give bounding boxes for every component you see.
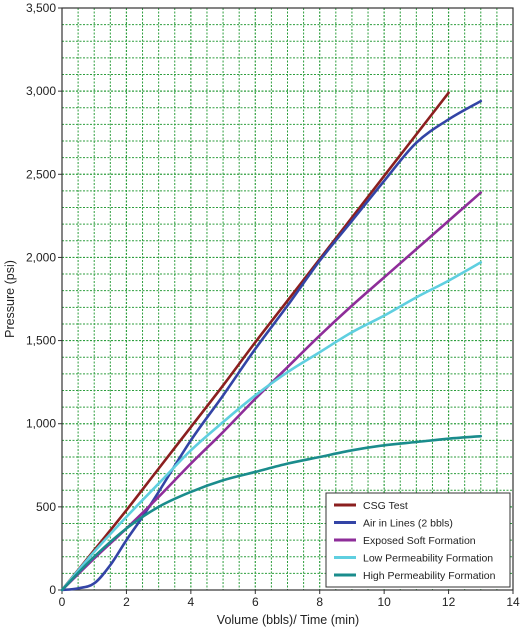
x-tick-label: 14	[506, 595, 520, 609]
y-axis-title: Pressure (psi)	[3, 260, 17, 338]
x-tick-label: 6	[252, 595, 259, 609]
x-axis-title: Volume (bbls)/ Time (min)	[217, 613, 359, 627]
y-tick-label: 3,000	[26, 84, 56, 98]
y-tick-label: 1,500	[26, 334, 56, 348]
legend-label: High Permeability Formation	[363, 570, 496, 582]
series-line-4	[60, 261, 483, 592]
series-line-1	[60, 91, 450, 592]
legend-label: Low Permeability Formation	[363, 553, 493, 565]
y-tick-label: 2,000	[26, 250, 56, 264]
y-tick-label: 0	[49, 583, 56, 597]
x-tick-label: 2	[123, 595, 130, 609]
x-tick-label: 10	[377, 595, 391, 609]
legend-label: CSG Test	[363, 500, 408, 512]
y-tick-label: 1,000	[26, 417, 56, 431]
series-line-2	[60, 99, 483, 592]
legend-label: Exposed Soft Formation	[363, 535, 476, 547]
series-line-5	[60, 434, 483, 592]
x-tick-label: 4	[188, 595, 195, 609]
y-tick-label: 2,500	[26, 167, 56, 181]
x-tick-label: 8	[316, 595, 323, 609]
axes: 0 2 4 6 8 10 12 14 0 500 1,000 1,500 2,000 2,500 3,000…	[26, 1, 520, 609]
legend-box	[325, 492, 511, 588]
legend-label: Air in Lines (2 bbls)	[363, 518, 453, 530]
y-tick-label: 500	[36, 500, 56, 514]
x-tick-label: 12	[442, 595, 456, 609]
x-tick-label: 0	[59, 595, 66, 609]
series-layer	[60, 91, 483, 592]
legend: CSG Test Air in Lines (2 bbls) Exposed Sof…	[325, 492, 511, 588]
y-tick-label: 3,500	[26, 1, 56, 15]
plot-frame	[61, 7, 514, 591]
